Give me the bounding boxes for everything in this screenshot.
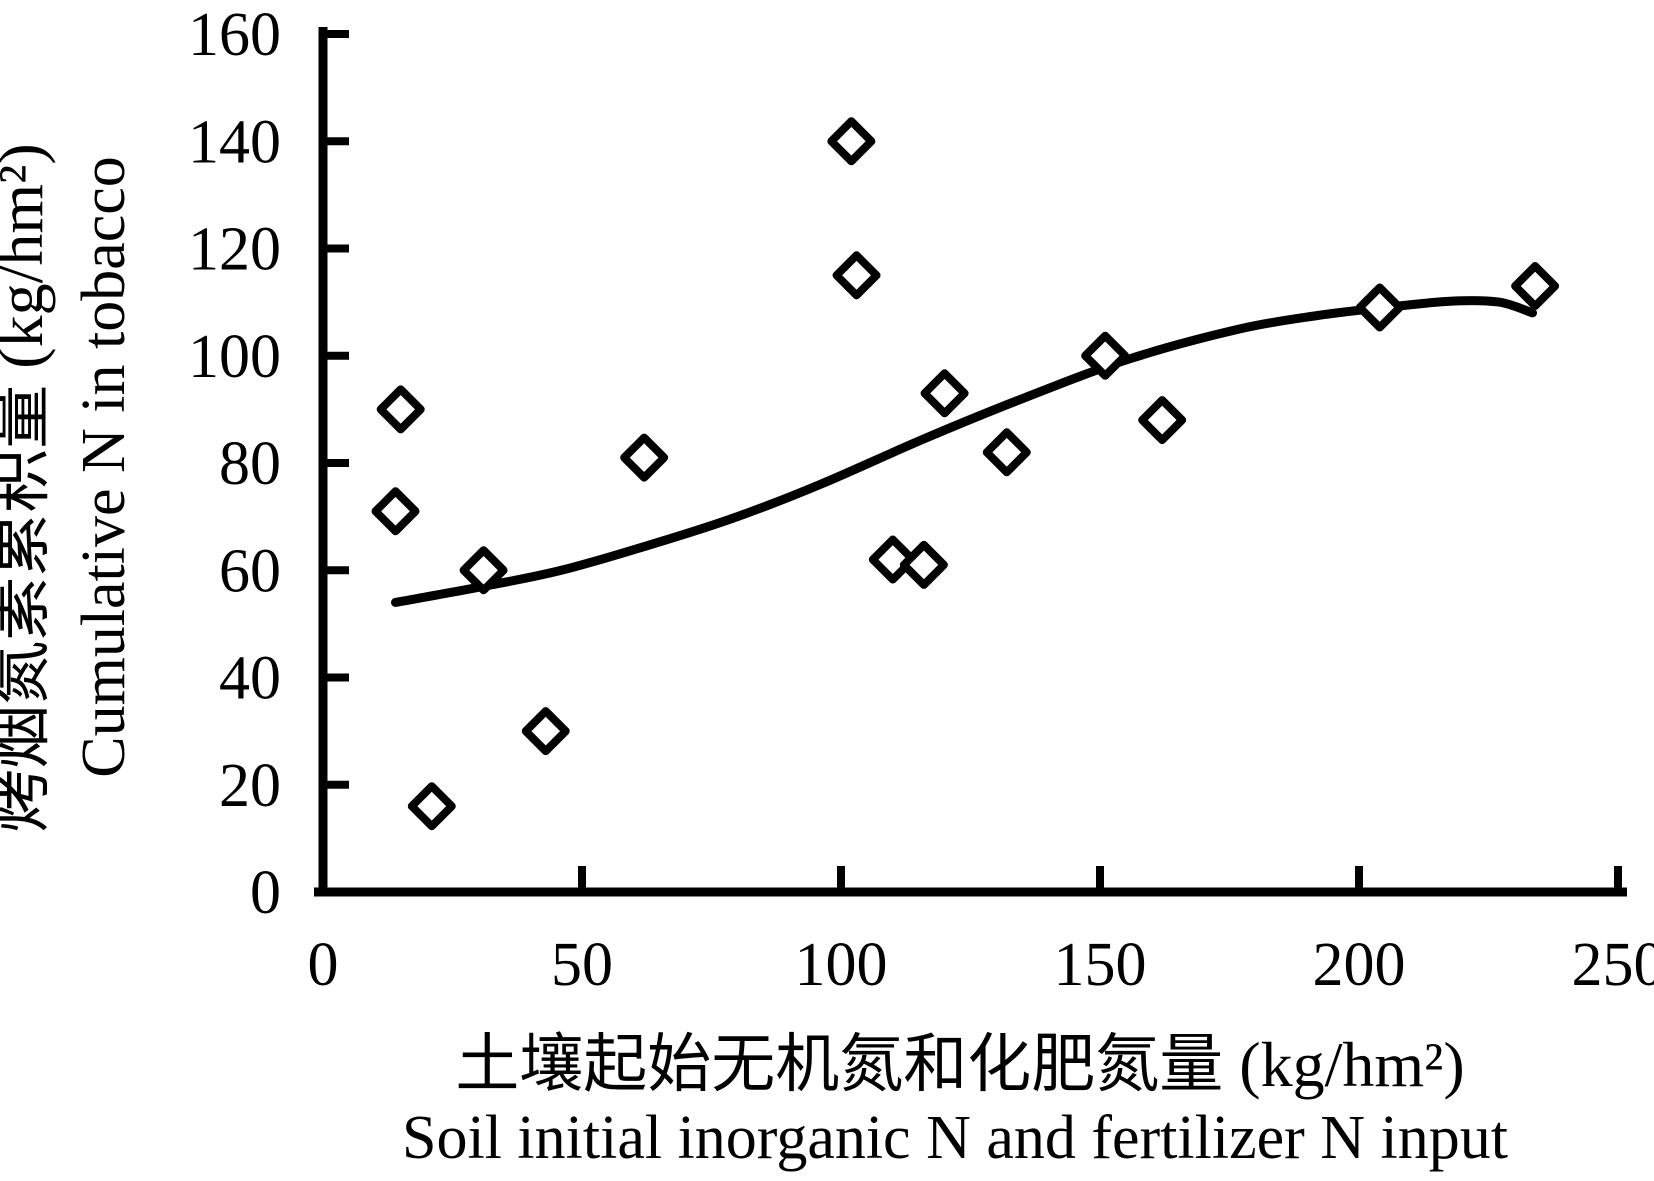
data-point-diamond <box>920 369 969 418</box>
data-point-diamond <box>982 428 1031 477</box>
x-axis-ticks: 0 50 100 150 200 250 <box>308 866 1654 999</box>
x-tick-label: 250 <box>1572 931 1654 999</box>
y-tick-label: 0 <box>250 859 281 927</box>
data-point-diamond <box>868 535 917 584</box>
y-axis-title-zh: 烤烟氮素累积量 (kg/hm²) <box>0 143 56 832</box>
data-point-diamond <box>1355 283 1404 332</box>
data-point-diamond <box>376 385 425 434</box>
y-tick-label: 60 <box>219 537 281 605</box>
x-tick-label: 150 <box>1054 931 1147 999</box>
data-point-diamond <box>521 707 570 756</box>
data-point-diamond <box>371 487 420 536</box>
trend-line <box>391 296 1537 607</box>
y-tick-label: 140 <box>188 108 281 176</box>
y-tick-label: 20 <box>219 752 281 820</box>
data-point-diamond <box>459 546 508 595</box>
data-point-diamond <box>1081 331 1130 380</box>
y-tick-label: 160 <box>188 1 281 69</box>
data-point-diamond <box>899 540 948 589</box>
data-point-diamond <box>1138 396 1187 445</box>
y-tick-label: 120 <box>188 216 281 284</box>
y-axis-title-en: Cumulative N in tobacco <box>70 156 138 778</box>
x-axis-title-en: Soil initial inorganic N and fertilizer … <box>402 1104 1508 1172</box>
y-tick-label: 80 <box>219 430 281 498</box>
data-point-diamond <box>832 251 881 300</box>
data-point-diamond <box>1511 262 1560 311</box>
x-tick-label: 50 <box>551 931 613 999</box>
y-tick-label: 40 <box>219 645 281 713</box>
x-axis-title-zh: 土壤起始无机氮和化肥氮量 (kg/hm²) <box>455 1029 1464 1100</box>
x-tick-label: 100 <box>795 931 888 999</box>
x-tick-label: 200 <box>1313 931 1406 999</box>
y-tick-label: 100 <box>188 323 281 391</box>
data-point-diamond <box>827 117 876 166</box>
data-point-diamond <box>407 782 456 831</box>
data-point-diamond <box>620 433 669 482</box>
y-axis-ticks: 0 20 40 60 80 100 120 140 160 <box>188 1 349 927</box>
x-tick-label: 0 <box>308 931 339 999</box>
data-points <box>371 117 1560 831</box>
